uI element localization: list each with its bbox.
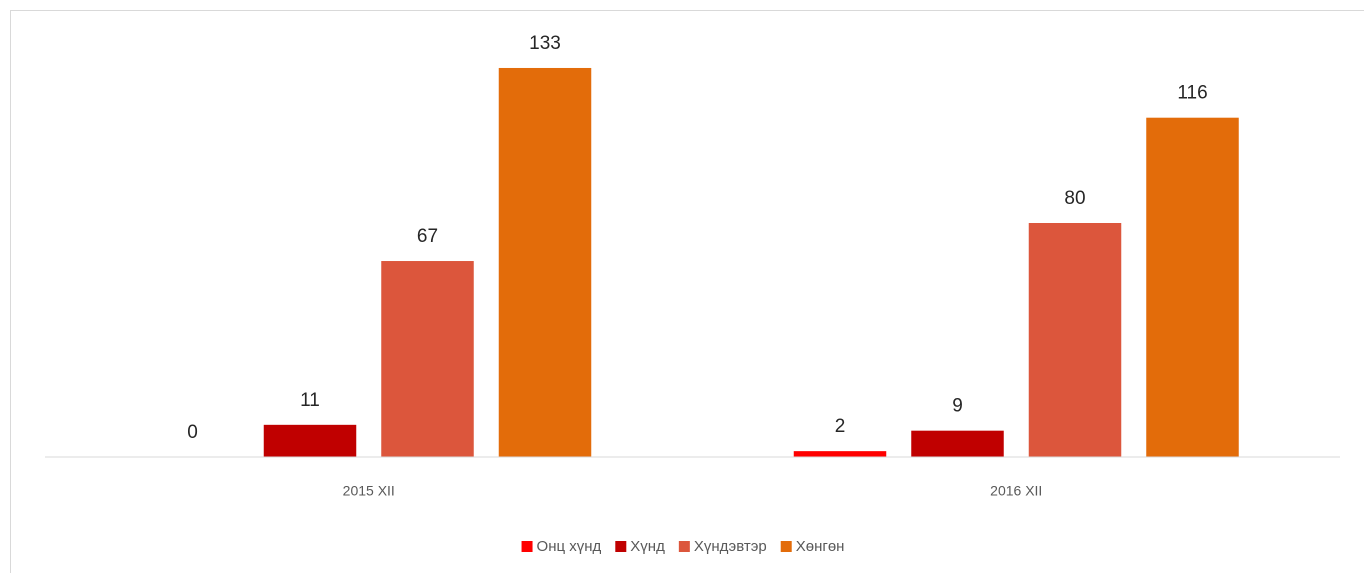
- legend-swatch: [780, 541, 792, 552]
- legend-label: Хүнд: [630, 538, 665, 555]
- value-label: 11: [300, 390, 320, 411]
- legend-swatch: [615, 541, 627, 552]
- bar: [498, 67, 592, 457]
- legend-label: Хөнгөн: [796, 538, 845, 555]
- legend-label: Онц хүнд: [537, 538, 602, 555]
- x-tick-label: 2015 XII: [343, 483, 395, 499]
- legend-swatch: [678, 541, 690, 552]
- bar: [381, 261, 474, 457]
- value-label: 9: [952, 396, 963, 417]
- chart-frame: [10, 10, 1364, 573]
- value-label: 80: [1064, 188, 1085, 209]
- x-tick-label: 2016 XII: [990, 483, 1042, 499]
- value-label: 116: [1177, 83, 1207, 104]
- bar: [911, 430, 1004, 457]
- bar: [1028, 223, 1122, 457]
- bar: [793, 451, 887, 457]
- bar: [263, 424, 357, 457]
- value-label: 0: [187, 422, 198, 443]
- bar: [1146, 117, 1239, 457]
- value-label: 67: [417, 226, 438, 247]
- legend-swatch: [521, 541, 533, 552]
- value-label: 133: [529, 33, 561, 54]
- legend-label: Хүндэвтэр: [694, 538, 767, 555]
- value-label: 2: [835, 416, 846, 437]
